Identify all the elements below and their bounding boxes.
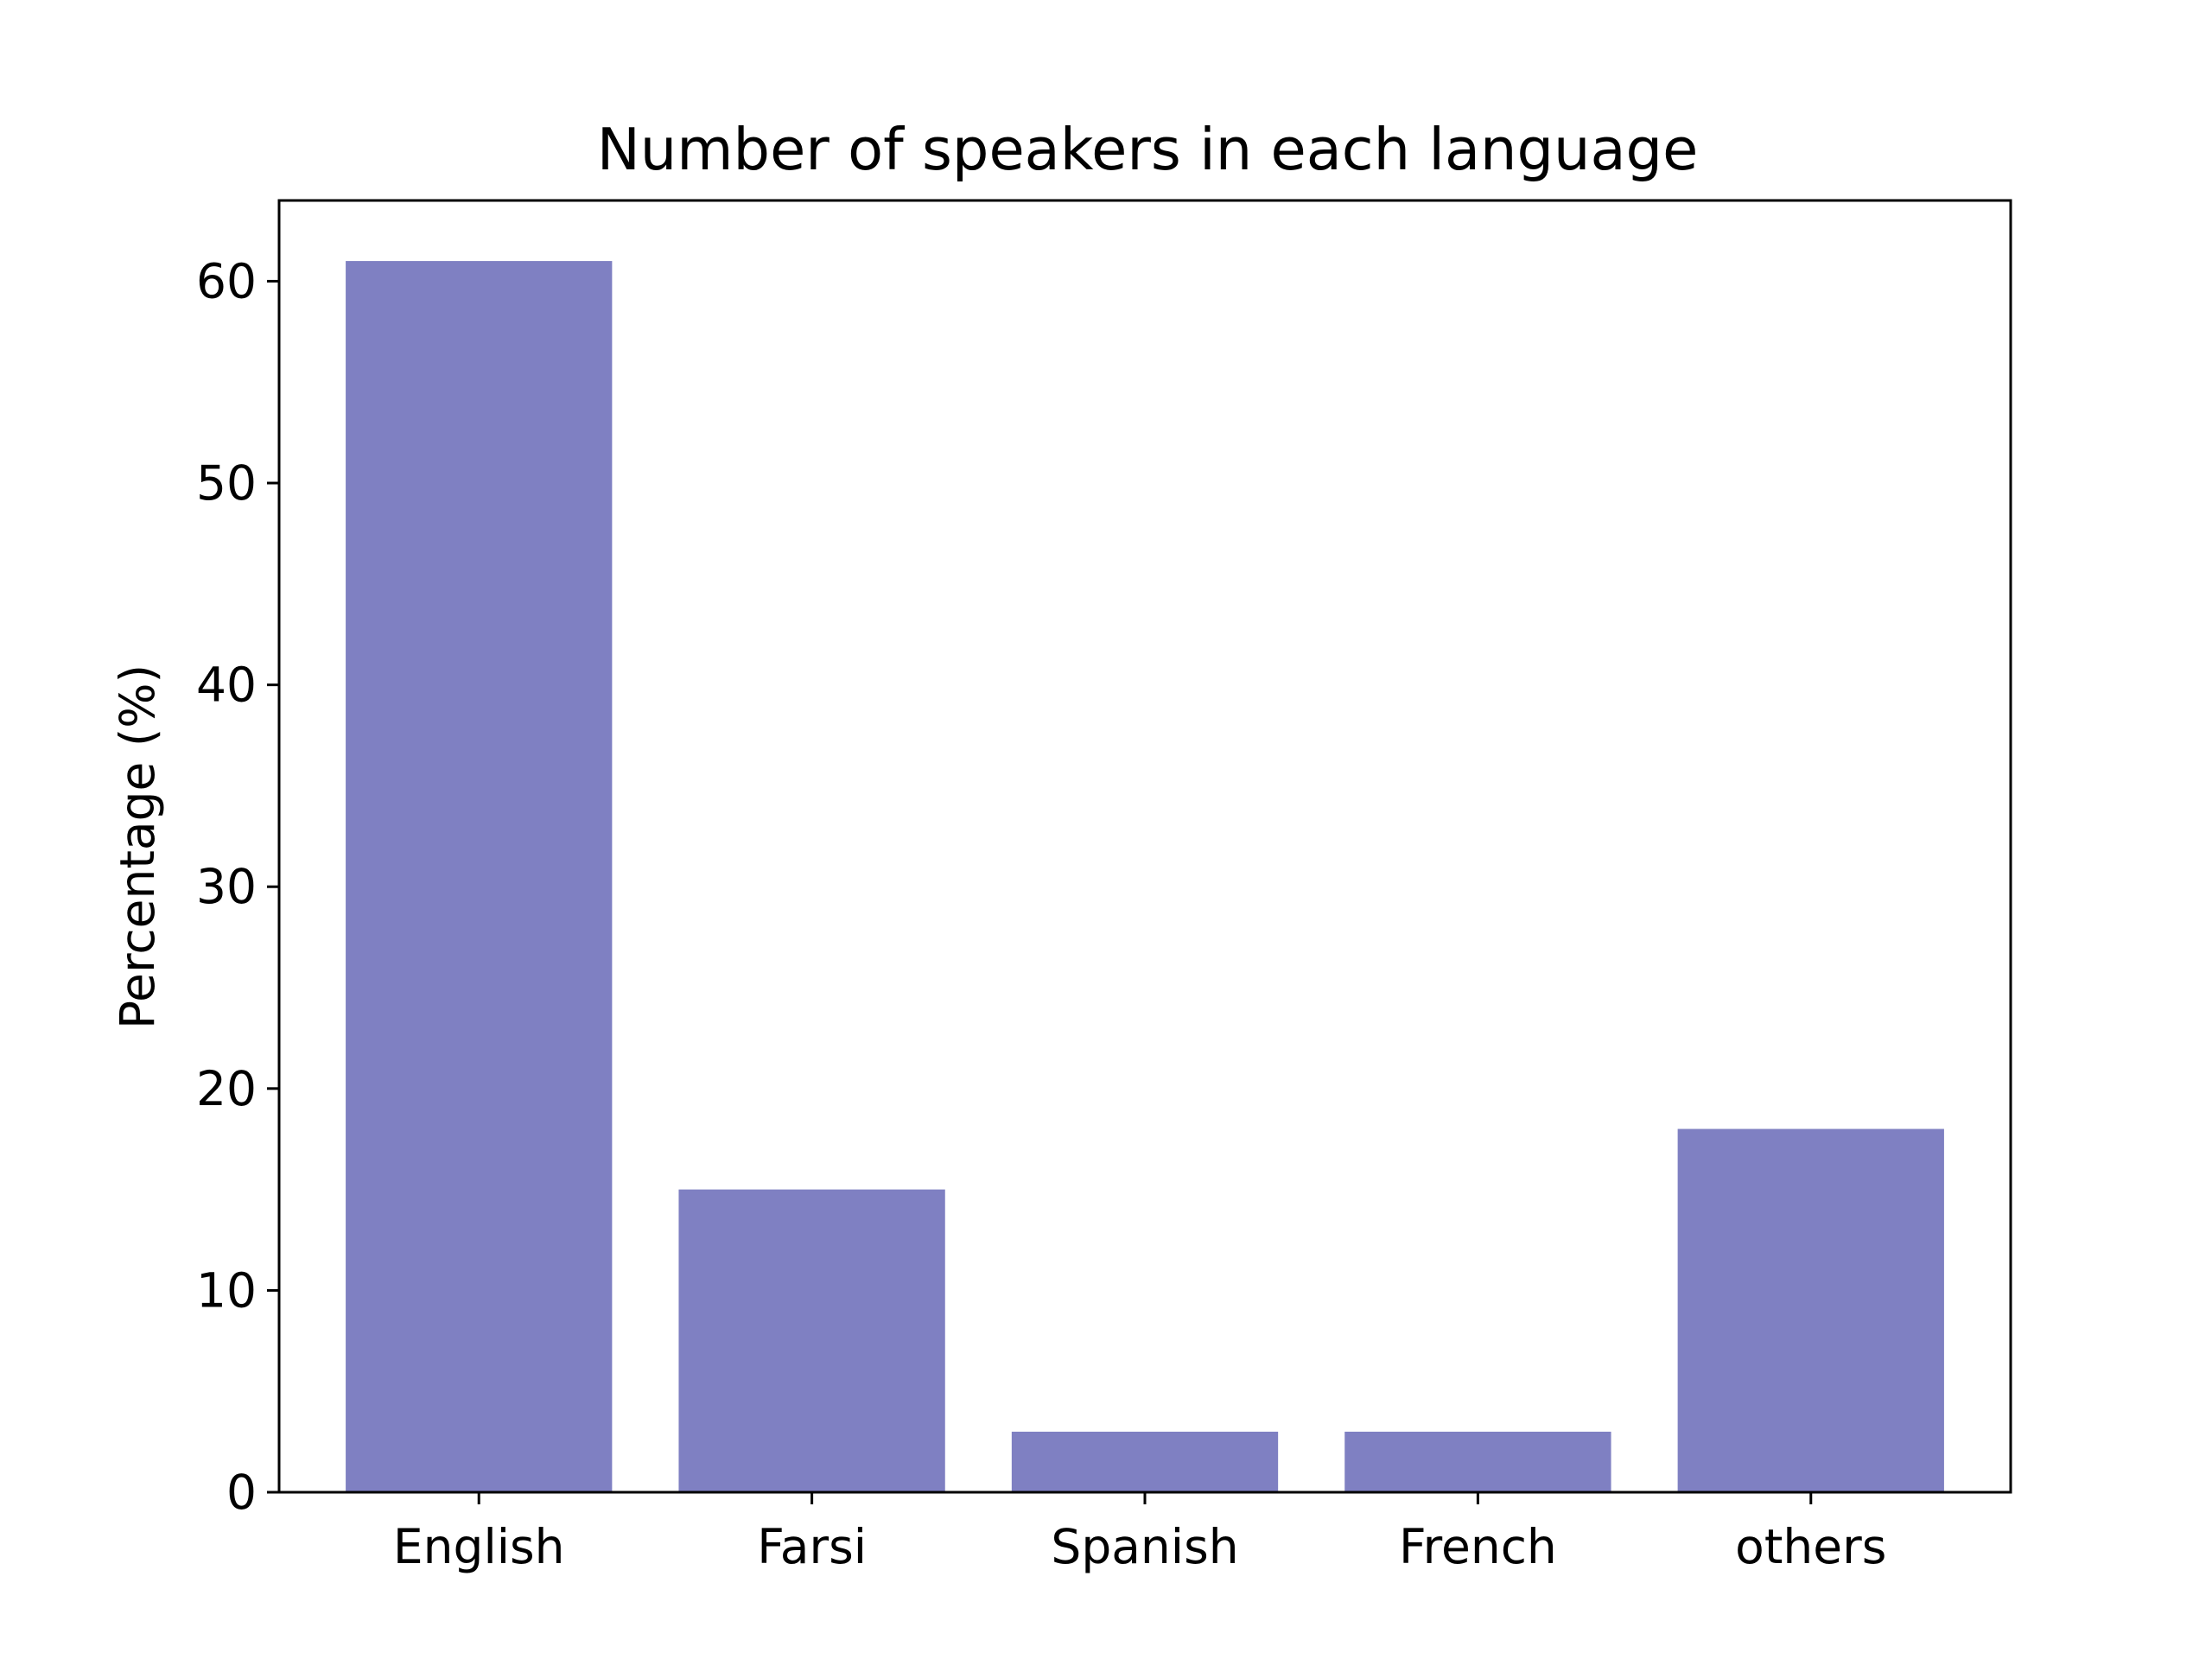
- y-axis-label: Percentage (%): [110, 664, 165, 1029]
- x-tick-label: others: [1735, 1519, 1886, 1574]
- bar-farsi: [678, 1189, 945, 1492]
- y-axis-ticks: 0 10 20 30 40 50 60: [196, 253, 279, 1520]
- y-tick-label: 20: [196, 1061, 257, 1116]
- x-tick-label: Farsi: [757, 1519, 867, 1574]
- bars-group: [346, 261, 1944, 1492]
- plot-frame: [277, 199, 2012, 1494]
- bar-english: [346, 261, 613, 1492]
- chart-title: Number of speakers in each language: [597, 116, 1699, 183]
- x-tick-label: English: [393, 1519, 565, 1574]
- bar-spanish: [1011, 1431, 1279, 1492]
- y-tick-label: 30: [196, 859, 257, 914]
- bar-others: [1677, 1128, 1944, 1492]
- x-tick-label: French: [1399, 1519, 1557, 1574]
- bar-french: [1344, 1431, 1611, 1492]
- y-tick-label: 10: [196, 1262, 257, 1318]
- x-tick-label: Spanish: [1051, 1519, 1238, 1574]
- y-tick-label: 50: [196, 455, 257, 511]
- y-tick-label: 0: [226, 1465, 257, 1520]
- x-axis-ticks: English Farsi Spanish French others: [393, 1492, 1886, 1574]
- y-tick-label: 40: [196, 658, 257, 713]
- y-tick-label: 60: [196, 253, 257, 308]
